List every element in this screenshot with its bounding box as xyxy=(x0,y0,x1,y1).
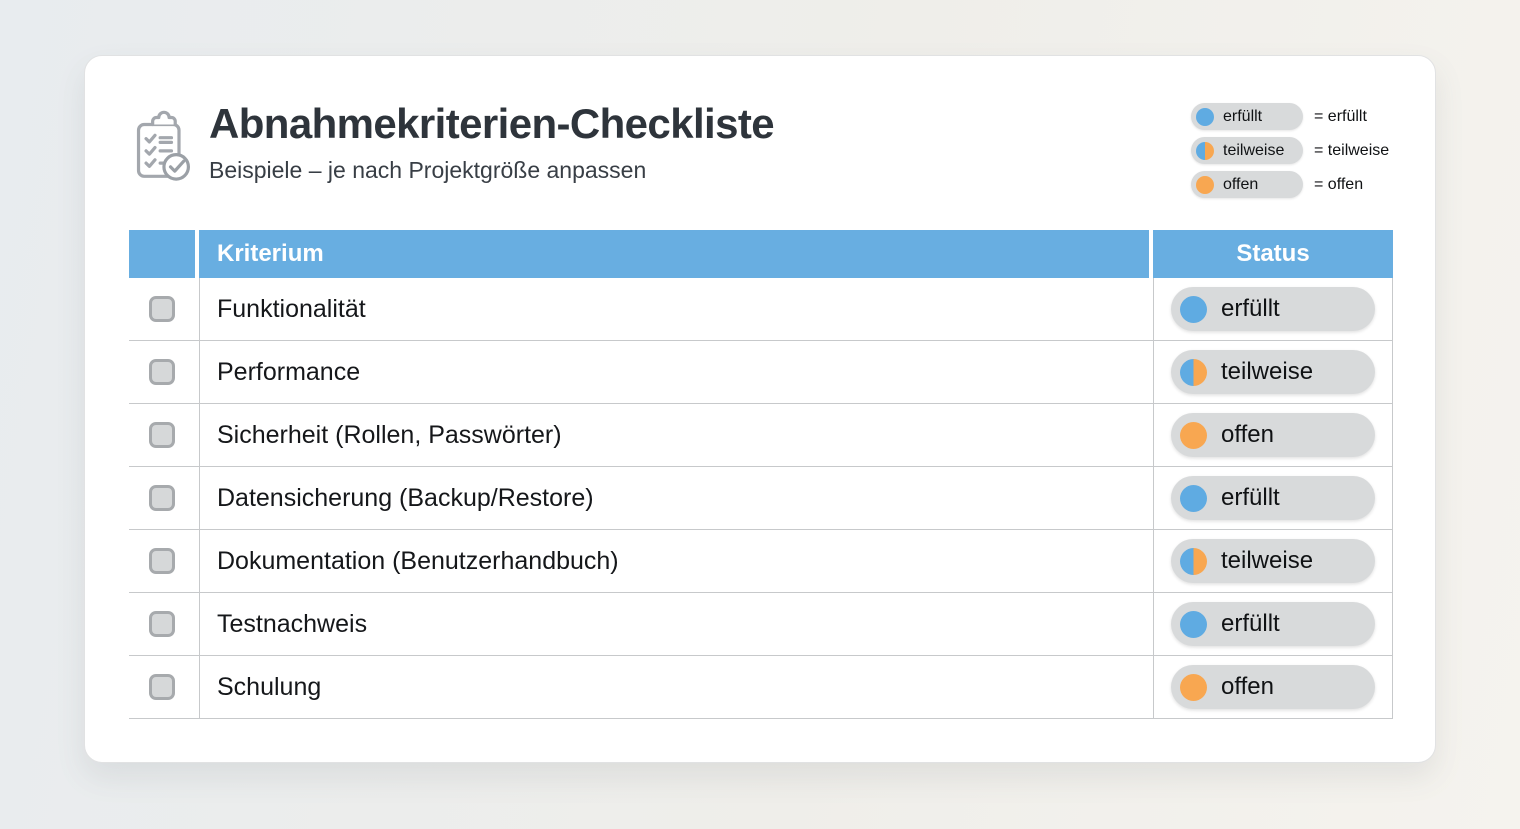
status-pill-label: offen xyxy=(1221,673,1274,700)
row-checkbox[interactable] xyxy=(149,611,175,637)
status-pill-label: teilweise xyxy=(1221,547,1314,574)
legend-pill: offen xyxy=(1191,171,1303,198)
row-checkbox[interactable] xyxy=(149,296,175,322)
legend-meaning: = erfüllt xyxy=(1314,107,1367,125)
status-cell: teilweise xyxy=(1153,341,1393,403)
checklist-card: Abnahmekriterien-Checkliste Beispiele – … xyxy=(84,55,1436,763)
criterion-cell: Funktionalität xyxy=(199,278,1149,340)
table-row: Datensicherung (Backup/Restore) erfüllt xyxy=(129,467,1393,530)
row-checkbox[interactable] xyxy=(149,485,175,511)
status-pill: offen xyxy=(1171,665,1375,709)
status-pill: offen xyxy=(1171,413,1375,457)
checkbox-cell xyxy=(129,656,195,718)
legend-pill-label: erfüllt xyxy=(1223,107,1263,125)
status-cell: erfüllt xyxy=(1153,593,1393,655)
status-pill: erfüllt xyxy=(1171,476,1375,520)
legend-item: offen = offen xyxy=(1191,171,1389,198)
checkbox-cell xyxy=(129,593,195,655)
criterion-cell: Sicherheit (Rollen, Passwörter) xyxy=(199,404,1149,466)
status-dot-icon xyxy=(1180,547,1207,575)
legend-meaning: = teilweise xyxy=(1314,141,1390,159)
status-pill-label: offen xyxy=(1221,421,1274,448)
column-header-status: Status xyxy=(1153,230,1393,278)
row-checkbox[interactable] xyxy=(149,548,175,574)
status-dot-icon xyxy=(1180,484,1207,512)
criterion-cell: Testnachweis xyxy=(199,593,1149,655)
status-dot-icon xyxy=(1180,673,1207,701)
status-pill: erfüllt xyxy=(1171,602,1375,646)
legend-item: teilweise = teilweise xyxy=(1191,137,1389,164)
checkbox-cell xyxy=(129,467,195,529)
criterion-cell: Dokumentation (Benutzerhandbuch) xyxy=(199,530,1149,592)
page-subtitle: Beispiele – je nach Projektgröße anpasse… xyxy=(209,157,647,183)
legend-pill: teilweise xyxy=(1191,137,1303,164)
status-pill-label: erfüllt xyxy=(1221,610,1280,637)
status-pill: teilweise xyxy=(1171,350,1375,394)
legend-meaning: = offen xyxy=(1314,175,1364,193)
criterion-cell: Performance xyxy=(199,341,1149,403)
status-dot-icon xyxy=(1180,610,1207,638)
status-cell: offen xyxy=(1153,656,1393,718)
clipboard-check-icon xyxy=(136,110,191,181)
status-pill-label: erfüllt xyxy=(1221,484,1280,511)
status-dot-icon xyxy=(1180,295,1207,323)
checkbox-cell xyxy=(129,530,195,592)
checkbox-cell xyxy=(129,404,195,466)
row-checkbox[interactable] xyxy=(149,674,175,700)
status-pill: teilweise xyxy=(1171,539,1375,583)
status-cell: teilweise xyxy=(1153,530,1393,592)
status-pill-label: teilweise xyxy=(1221,358,1314,385)
legend-pill: erfüllt xyxy=(1191,103,1303,130)
criteria-table: Kriterium Status Funktionalität erfüllt … xyxy=(129,230,1393,719)
table-row: Schulung offen xyxy=(129,656,1393,719)
criterion-cell: Schulung xyxy=(199,656,1149,718)
status-pill: erfüllt xyxy=(1171,287,1375,331)
status-dot-icon xyxy=(1196,107,1214,126)
checkbox-cell xyxy=(129,341,195,403)
table-row: Dokumentation (Benutzerhandbuch) teilwei… xyxy=(129,530,1393,593)
status-legend: erfüllt = erfüllt teilweise = teilweise … xyxy=(1191,103,1389,198)
status-cell: offen xyxy=(1153,404,1393,466)
table-body: Funktionalität erfüllt Performance teilw… xyxy=(129,278,1393,719)
table-row: Performance teilweise xyxy=(129,341,1393,404)
row-checkbox[interactable] xyxy=(149,359,175,385)
column-header-criterion: Kriterium xyxy=(199,230,1149,278)
table-header-row: Kriterium Status xyxy=(129,230,1393,278)
status-dot-icon xyxy=(1196,141,1214,160)
status-dot-icon xyxy=(1180,421,1207,449)
column-header-checkbox xyxy=(129,230,195,278)
page-title: Abnahmekriterien-Checkliste xyxy=(209,100,775,147)
legend-pill-label: offen xyxy=(1223,175,1259,193)
status-dot-icon xyxy=(1196,175,1214,194)
table-row: Testnachweis erfüllt xyxy=(129,593,1393,656)
criterion-cell: Datensicherung (Backup/Restore) xyxy=(199,467,1149,529)
row-checkbox[interactable] xyxy=(149,422,175,448)
checkbox-cell xyxy=(129,278,195,340)
status-dot-icon xyxy=(1180,358,1207,386)
legend-pill-label: teilweise xyxy=(1223,141,1285,159)
status-cell: erfüllt xyxy=(1153,467,1393,529)
legend-item: erfüllt = erfüllt xyxy=(1191,103,1389,130)
status-pill-label: erfüllt xyxy=(1221,295,1280,322)
table-row: Funktionalität erfüllt xyxy=(129,278,1393,341)
status-cell: erfüllt xyxy=(1153,278,1393,340)
table-row: Sicherheit (Rollen, Passwörter) offen xyxy=(129,404,1393,467)
